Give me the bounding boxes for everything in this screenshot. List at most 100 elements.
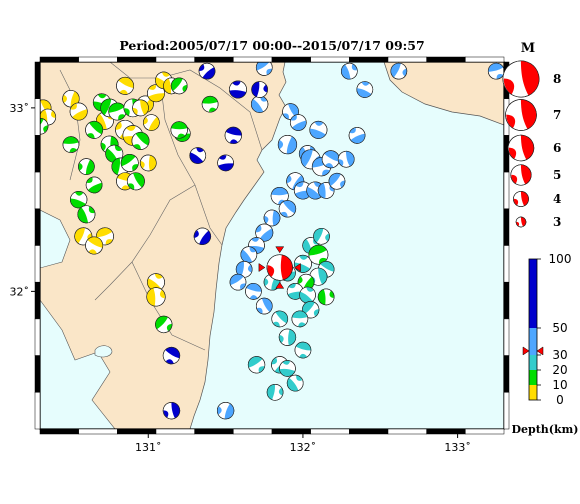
main-event-marker [258, 246, 301, 289]
event-beachball [170, 77, 188, 95]
frame-segment [34, 208, 41, 246]
frame-segment [426, 428, 466, 435]
magnitude-legend-label: 6 [553, 141, 561, 155]
event-beachball [201, 95, 219, 113]
frame-ticks [34, 56, 510, 435]
event-beachball [282, 103, 299, 120]
event-beachball [255, 223, 274, 242]
magnitude-legend-symbol [510, 164, 532, 186]
frame-segment [426, 56, 466, 63]
event-beachball [131, 131, 150, 150]
depth-pointer-right [536, 346, 544, 356]
frame-segment [271, 428, 311, 435]
event-beachball [193, 227, 212, 245]
bay-water [40, 209, 71, 269]
frame-segment [503, 208, 510, 246]
axis-labels: 131˚ 132˚ 133˚ 33˚ 32˚ [10, 102, 471, 454]
magnitude-legend-label: 4 [553, 192, 561, 206]
frame-segment [503, 392, 510, 430]
depth-tick-label: 10 [552, 378, 567, 392]
magnitude-legend-title: M [521, 41, 535, 56]
depth-color-bar [528, 258, 538, 401]
event-beachball [69, 102, 88, 121]
frame-segment [34, 392, 41, 430]
frame-segment [34, 245, 41, 283]
event-beachball [247, 356, 266, 374]
event-beachball [85, 236, 104, 255]
event-beachball [317, 182, 335, 199]
frame-segment [387, 56, 427, 63]
epicenter-pointer [275, 281, 285, 289]
event-beachball [286, 374, 304, 392]
x-tick-label: 133˚ [444, 441, 471, 454]
event-beachball [189, 147, 207, 164]
event-beachball [40, 117, 49, 135]
land-group [40, 62, 504, 429]
bay-water [40, 299, 116, 429]
depth-tick-label: 20 [552, 363, 567, 377]
magnitude-legend: M 8 7 6 5 4 3 [502, 41, 561, 229]
depth-marker [522, 346, 544, 356]
depth-band [529, 355, 537, 370]
frame-segment [349, 428, 389, 435]
magnitude-legend-symbol [513, 191, 529, 207]
event-beachball [62, 90, 80, 108]
frame-segment [78, 428, 118, 435]
magnitude-legend-symbol [505, 99, 537, 131]
event-beachball [162, 402, 181, 420]
frame-segment [194, 56, 234, 63]
event-beachball [255, 297, 273, 315]
event-beachball [286, 283, 304, 300]
depth-tick-label: 0 [556, 393, 564, 407]
magnitude-legend-items: 8 7 6 5 4 3 [502, 60, 561, 229]
event-beachball [143, 114, 160, 131]
magnitude-legend-label: 5 [553, 168, 561, 182]
event-beachball [337, 150, 355, 168]
event-beachball [328, 172, 346, 190]
event-beachball [70, 190, 88, 209]
map-area: 131˚ 132˚ 133˚ 33˚ 32˚ [10, 56, 510, 454]
magnitude-legend-label: 8 [553, 72, 561, 86]
event-beachball [126, 172, 145, 191]
event-beachball [278, 328, 297, 346]
event-beachball [229, 273, 247, 291]
frame-segment [349, 56, 389, 63]
event-markers [40, 62, 504, 420]
frame-segment [78, 56, 118, 63]
event-beachball [278, 200, 297, 218]
event-beachball [162, 346, 181, 365]
frame-segment [34, 98, 41, 136]
event-beachball [146, 287, 166, 307]
depth-band [529, 259, 537, 328]
magnitude-legend-symbol [507, 134, 535, 162]
event-beachball [78, 158, 95, 175]
event-beachball [120, 153, 139, 172]
epicenter-pointer [258, 263, 266, 272]
event-beachball [291, 310, 309, 328]
event-beachball [77, 205, 96, 224]
event-beachball [317, 288, 335, 306]
event-beachball [279, 360, 296, 377]
lake [94, 345, 113, 358]
event-beachball [62, 136, 80, 153]
frame-segment [271, 56, 311, 63]
depth-tick-label: 50 [552, 321, 567, 335]
frame-segment [503, 135, 510, 173]
frame-segment [117, 56, 157, 63]
magnitude-legend-label: 7 [553, 108, 561, 122]
frame-segment [34, 171, 41, 210]
frame-segment [503, 318, 510, 356]
depth-band [529, 328, 537, 355]
event-beachball [321, 150, 340, 169]
event-beachball [308, 244, 329, 265]
x-tick-label: 131˚ [135, 441, 162, 454]
event-beachball [250, 95, 269, 113]
frame-segment [310, 56, 350, 63]
frame-segment [117, 428, 157, 435]
x-tick-label: 132˚ [290, 441, 317, 454]
frame-segment [233, 428, 273, 435]
event-beachball [85, 120, 104, 139]
period-title: Period:2005/07/17 00:00--2015/07/17 09:5… [119, 38, 425, 53]
